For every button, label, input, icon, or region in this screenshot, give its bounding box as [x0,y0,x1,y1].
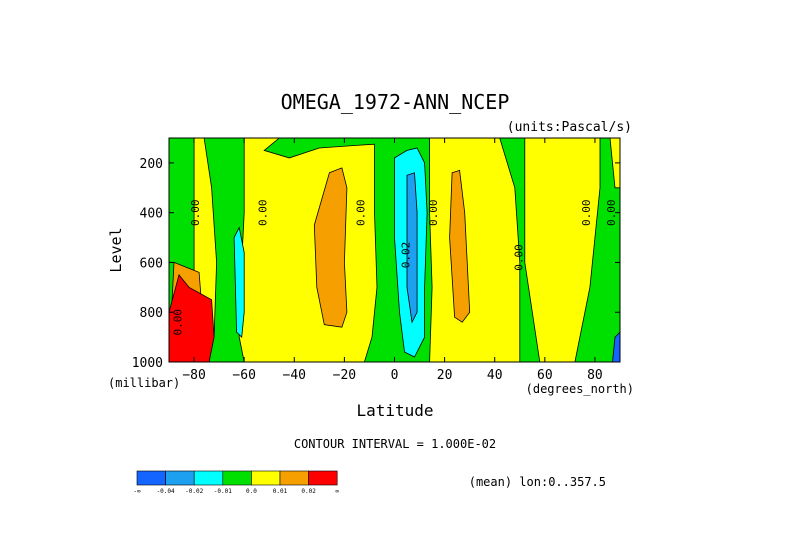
contour-region [233,226,245,338]
colorbar-label: -0.04 [157,488,175,495]
contour-label: 0.00 [257,199,270,226]
contour-label: 0.00 [580,199,593,226]
x-tick-label: −40 [283,368,306,383]
colorbar-label: -0.01 [214,488,232,495]
y-axis: 200 400 600 800 1000 [132,157,620,371]
x-tick-label: −20 [333,368,356,383]
colorbar-label: 0.01 [273,488,288,495]
colorbar-swatch [136,470,166,486]
colorbar-label: -∞ [133,488,141,495]
colorbar-label: 0.0 [246,488,257,495]
mean-longitude-text: (mean) lon:0..357.5 [469,475,606,489]
x-tick-label: −60 [232,368,255,383]
x-axis-label: Latitude [356,401,433,420]
x-tick-label: 40 [487,368,503,383]
y-tick-label: 200 [140,157,163,172]
colorbar-label: -0.02 [185,488,203,495]
colorbar-swatch [222,470,252,486]
y-axis-label: Level [107,227,125,272]
contour-labels: 0.00 0.00 0.00 0.00 0.02 0.00 0.00 0.00 0.00 [172,199,619,335]
colorbar-swatch [308,470,338,486]
contour-region [313,167,348,328]
colorbar-label: ∞ [335,488,339,495]
contour-region [429,137,521,363]
y-tick-label: 1000 [132,356,163,371]
x-axis-unit: (degrees_north) [526,382,634,396]
contour-label: 0.00 [512,244,525,271]
contour-label: 0.00 [427,199,440,226]
contour-region [524,137,601,363]
contour-region [406,172,418,324]
x-axis: −80 −60 −40 −20 0 20 40 60 80 [182,138,603,383]
x-tick-label: 0 [391,368,399,383]
contour-label: 0.02 [400,242,413,269]
contour-label: 0.00 [354,199,367,226]
colorbar-legend: -∞ -0.04 -0.02 -0.01 0.0 0.01 0.02 ∞ [133,470,339,495]
contour-label: 0.00 [172,309,185,336]
contour-region [449,169,471,323]
x-tick-label: −80 [182,368,205,383]
colorbar-swatch [165,470,195,486]
y-tick-label: 800 [140,306,163,321]
colorbar-swatch [251,470,281,486]
plot-area [168,137,621,363]
contour-label: 0.00 [189,199,202,226]
y-axis-unit: (millibar) [108,376,180,390]
contour-label: 0.00 [605,199,618,226]
contour-region [238,137,378,363]
x-tick-label: 20 [437,368,453,383]
y-tick-label: 600 [140,256,163,271]
x-tick-label: 60 [537,368,553,383]
chart-title: OMEGA_1972-ANN_NCEP [281,90,510,114]
y-tick-label: 400 [140,207,163,222]
colorbar-swatch [193,470,224,486]
colorbar-swatch [279,470,309,486]
units-note: (units:Pascal/s) [507,120,632,135]
colorbar-label: 0.02 [301,488,316,495]
contour-interval-text: CONTOUR INTERVAL = 1.000E-02 [294,437,496,451]
x-tick-label: 80 [587,368,603,383]
